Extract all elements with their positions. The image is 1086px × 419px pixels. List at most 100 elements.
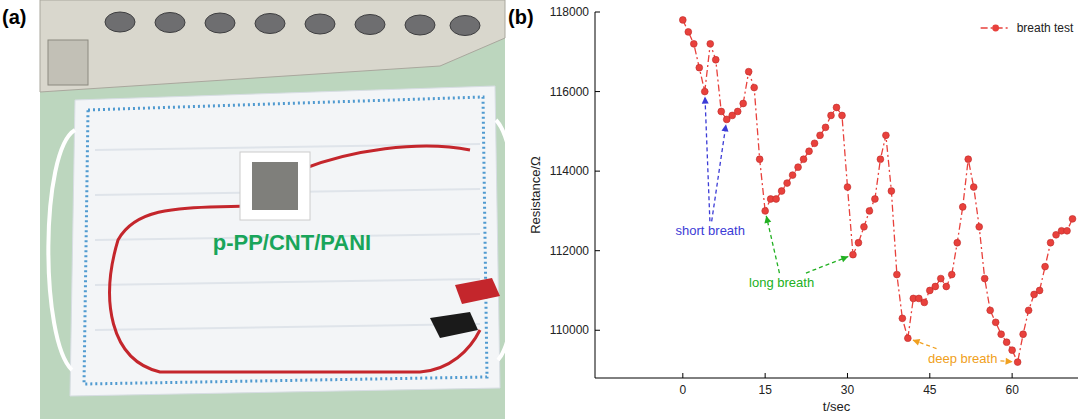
mask-pleat — [95, 324, 480, 330]
instrument-button — [255, 14, 285, 34]
data-point — [948, 271, 955, 278]
y-tick-label: 116000 — [550, 85, 589, 99]
data-point — [1003, 339, 1010, 346]
annotation-arrowhead — [841, 256, 849, 263]
y-tick-label: 110000 — [550, 323, 589, 337]
x-axis-title: t/sec — [823, 399, 851, 414]
x-tick — [682, 373, 683, 378]
ear-loop — [48, 130, 75, 370]
x-tick-label: 45 — [923, 383, 937, 397]
data-point — [877, 156, 884, 163]
data-point — [745, 68, 752, 75]
instrument-button — [205, 13, 235, 33]
photo-panel: (a)p-PP/CNT/PANI — [2, 0, 518, 419]
y-tick — [595, 171, 600, 172]
y-tick — [595, 91, 600, 92]
data-point — [762, 208, 769, 215]
data-point — [1064, 227, 1071, 234]
annotation-arrow — [705, 97, 710, 222]
data-point — [970, 184, 977, 191]
annotation-arrowhead — [1005, 358, 1012, 365]
data-point — [904, 335, 911, 342]
x-tick — [765, 373, 766, 378]
legend-swatch-marker — [992, 25, 999, 32]
data-point — [734, 108, 741, 115]
instrument-button — [450, 16, 480, 36]
x-tick — [1012, 373, 1013, 378]
x-tick-label: 60 — [1005, 383, 1019, 397]
x-tick-label: 0 — [679, 383, 686, 397]
data-point — [844, 184, 851, 191]
annotation-arrowhead — [722, 124, 729, 131]
data-point — [1014, 359, 1021, 366]
x-tick-label: 15 — [758, 383, 772, 397]
data-point — [679, 17, 686, 24]
data-point — [690, 40, 697, 47]
data-point — [932, 283, 939, 290]
data-point — [998, 331, 1005, 338]
mask-pleat — [95, 279, 480, 285]
plot-area — [679, 17, 1075, 366]
data-point — [828, 112, 835, 119]
data-point — [959, 204, 966, 211]
legend: breath test — [981, 21, 1074, 35]
annotation-arrow — [806, 256, 848, 273]
panel-letter: (b) — [508, 6, 534, 28]
data-point — [784, 180, 791, 187]
figure: (a)p-PP/CNT/PANI(b) 110000 112000 114000 116… — [0, 0, 1086, 419]
legend-label: breath test — [1017, 21, 1074, 35]
data-point — [707, 40, 714, 47]
data-point — [855, 239, 862, 246]
data-point — [685, 28, 692, 35]
y-tick-label: 112000 — [550, 244, 589, 258]
data-point — [861, 223, 868, 230]
annotation-arrowhead — [764, 216, 771, 224]
annotations: short breathlong breathdeep breath — [676, 97, 1013, 366]
data-point — [751, 84, 758, 91]
ear-loop — [496, 120, 518, 360]
instrument-display — [48, 40, 88, 85]
annotation-arrowhead — [702, 97, 709, 104]
clip — [455, 278, 500, 304]
clip — [430, 312, 478, 338]
data-point — [921, 299, 928, 306]
data-point — [839, 112, 846, 119]
y-tick-label: 118000 — [550, 5, 589, 19]
data-point — [756, 156, 763, 163]
annotation-arrowhead — [913, 339, 921, 346]
canvas: (a)p-PP/CNT/PANI(b) 110000 112000 114000 116… — [0, 0, 1086, 419]
data-point — [701, 88, 708, 95]
annotation-arrow — [913, 340, 937, 349]
data-point — [992, 319, 999, 326]
data-point — [712, 56, 719, 63]
instrument-button — [355, 15, 385, 35]
wire — [110, 205, 480, 372]
data-point — [1042, 263, 1049, 270]
data-point — [740, 100, 747, 107]
data-point — [937, 275, 944, 282]
instrument-button — [105, 12, 135, 32]
photo-background — [40, 0, 505, 419]
data-point — [1069, 215, 1076, 222]
annotation-arrow — [766, 216, 779, 273]
data-point — [1025, 307, 1032, 314]
y-axis — [595, 12, 596, 378]
mask — [70, 86, 500, 396]
annotation-arrow — [712, 124, 726, 221]
y-tick-label: 114000 — [550, 164, 589, 178]
annotation-label: short breath — [676, 223, 745, 238]
data-point — [1036, 287, 1043, 294]
x-axis — [595, 378, 1078, 379]
x-tick — [929, 373, 930, 378]
data-point — [954, 239, 961, 246]
y-tick — [595, 12, 600, 13]
data-point — [1020, 331, 1027, 338]
data-point — [811, 140, 818, 147]
data-point — [817, 132, 824, 139]
data-point — [981, 275, 988, 282]
wire — [300, 146, 470, 170]
y-tick — [595, 250, 600, 251]
data-point — [899, 315, 906, 322]
y-axis-title: Resistance/Ω — [528, 156, 543, 234]
x-tick-label: 30 — [841, 383, 855, 397]
